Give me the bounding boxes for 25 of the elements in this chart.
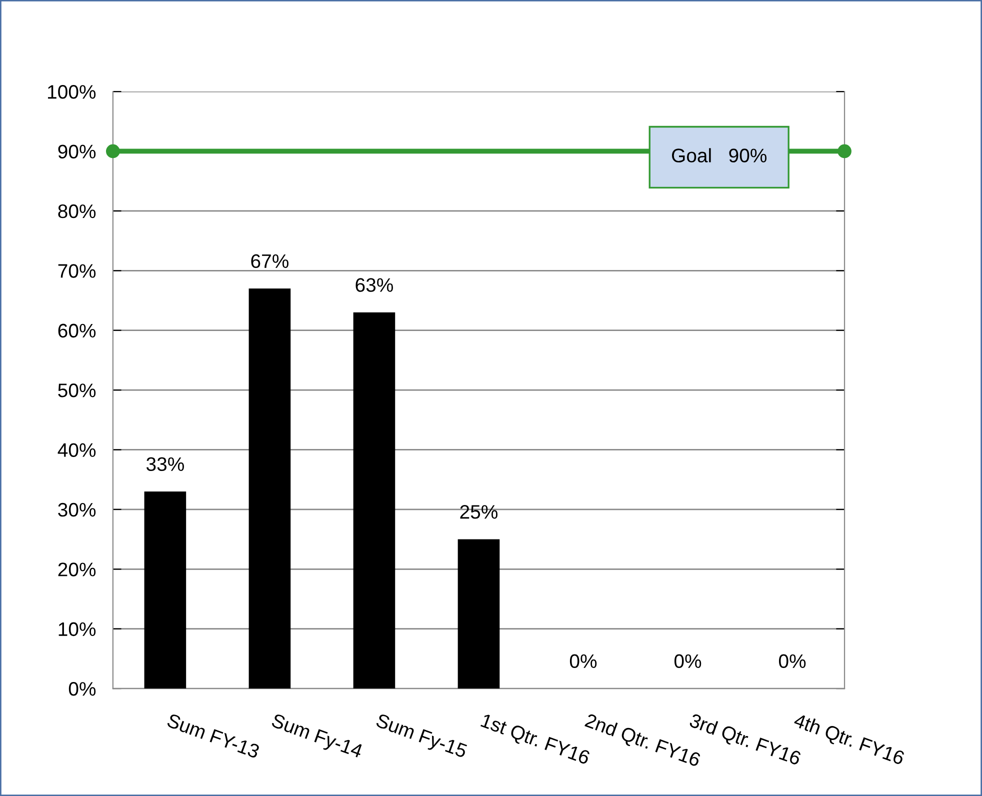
data-label: 0% [778,654,806,668]
x-tick-label: Sum FY-13 [166,713,260,759]
data-label: 25% [460,505,498,519]
y-tick-label: 40% [58,443,96,457]
x-tick-label: Sum Fy-14 [270,713,364,762]
data-label: 63% [356,278,393,292]
y-tick-label: 80% [58,204,96,218]
y-tick-label: 60% [58,324,96,338]
y-tick-label: 10% [58,622,96,636]
y-tick-label: 100% [48,85,96,99]
y-tick-label: 30% [58,502,96,517]
y-tick-label: 90% [58,144,96,158]
data-label: 0% [570,654,597,668]
data-label: 33% [146,457,184,472]
y-tick-label: 50% [58,384,96,398]
bar [144,492,186,689]
x-tick-label: Sum Fy-15 [374,713,468,762]
bar [248,288,291,689]
bar [353,312,396,689]
bar [458,539,500,689]
data-label: 0% [674,654,702,668]
y-tick-label: 20% [58,562,96,576]
y-tick-label: 70% [58,264,96,278]
data-label: 67% [251,254,288,268]
y-tick-label: 0% [68,682,96,696]
